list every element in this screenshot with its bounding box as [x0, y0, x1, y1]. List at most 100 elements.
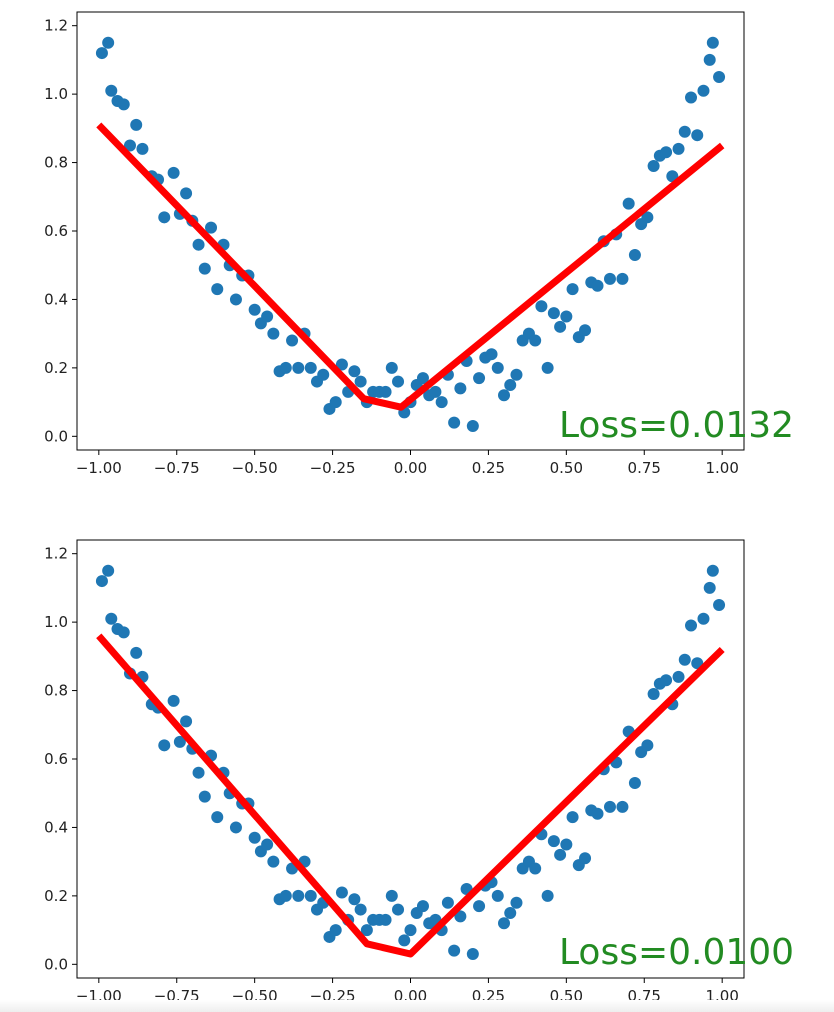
data-point: [348, 893, 361, 906]
x-tick-label: 0.00: [394, 459, 427, 477]
axes-frame: [76, 11, 745, 451]
data-point: [130, 646, 143, 659]
data-point: [304, 361, 317, 374]
data-point: [404, 924, 417, 937]
data-point: [466, 948, 479, 961]
data-point: [173, 735, 186, 748]
data-point: [579, 324, 592, 337]
data-point: [192, 238, 205, 251]
fit-line: [96, 122, 725, 411]
data-point: [566, 283, 579, 296]
data-point: [429, 385, 442, 398]
y-tick-label: 0.8: [44, 682, 68, 700]
data-point: [473, 900, 486, 913]
y-tick-label: 0.2: [44, 359, 68, 377]
data-point: [504, 906, 517, 919]
data-point: [229, 821, 242, 834]
y-tick-label: 0.8: [44, 154, 68, 172]
data-point: [616, 800, 629, 813]
data-point: [685, 91, 698, 104]
x-tick-label: 1.00: [705, 459, 738, 477]
data-point: [672, 670, 685, 683]
x-tick-label: −0.50: [232, 459, 278, 477]
data-point: [641, 739, 654, 752]
data-point: [678, 653, 691, 666]
data-point: [211, 811, 224, 824]
data-point: [554, 848, 567, 861]
data-point: [685, 619, 698, 632]
data-point: [392, 375, 405, 388]
data-point: [547, 835, 560, 848]
x-tick-label: 0.50: [550, 459, 583, 477]
data-point: [713, 599, 726, 612]
data-point: [379, 385, 392, 398]
data-point: [267, 855, 280, 868]
data-point: [105, 612, 118, 625]
data-point: [706, 36, 719, 49]
data-point: [647, 159, 660, 172]
data-point: [448, 416, 461, 429]
data-point: [616, 272, 629, 285]
data-point: [435, 396, 448, 409]
data-point: [697, 612, 710, 625]
bottom-plot: −1.00 −0.75 −0.50 −0.25 0.00 0.25 0.50 0.75 1.00…: [44, 539, 794, 1005]
data-point: [697, 84, 710, 97]
x-tick-label: −0.25: [310, 459, 356, 477]
x-tick-label: 0.75: [628, 459, 661, 477]
x-tick-label: 0.25: [472, 459, 505, 477]
data-point: [541, 361, 554, 374]
data-point: [123, 139, 136, 152]
data-point: [304, 889, 317, 902]
data-point: [248, 831, 261, 844]
data-point: [158, 739, 171, 752]
data-point: [211, 283, 224, 296]
data-point: [535, 300, 548, 313]
x-tick-label: −1.00: [76, 459, 122, 477]
data-point: [498, 917, 511, 930]
data-point: [691, 129, 704, 142]
data-point: [248, 303, 261, 316]
data-point: [205, 221, 218, 234]
data-point: [279, 361, 292, 374]
data-point: [603, 272, 616, 285]
data-point: [130, 118, 143, 131]
y-tick-label: 0.6: [44, 222, 68, 240]
y-tick-label: 0.6: [44, 750, 68, 768]
data-point: [454, 382, 467, 395]
data-point: [628, 776, 641, 789]
data-point: [167, 166, 180, 179]
data-point: [329, 924, 342, 937]
data-point: [473, 372, 486, 385]
data-point: [198, 790, 211, 803]
data-point: [622, 197, 635, 210]
loss-annotation: Loss=0.0132: [559, 405, 794, 446]
data-point: [102, 36, 115, 49]
data-point: [504, 378, 517, 391]
data-point: [292, 361, 305, 374]
y-tick-label: 0.0: [44, 427, 68, 445]
data-point: [713, 71, 726, 84]
data-point: [448, 944, 461, 957]
data-point: [117, 98, 130, 111]
data-point: [136, 142, 149, 155]
data-point: [485, 348, 498, 361]
data-point: [703, 53, 716, 66]
data-point: [95, 575, 108, 588]
data-point: [672, 142, 685, 155]
data-point: [329, 396, 342, 409]
data-point: [167, 694, 180, 707]
y-tick-label: 1.2: [44, 17, 68, 35]
y-tick-label: 0.4: [44, 818, 68, 836]
data-point: [441, 896, 454, 909]
data-point: [454, 910, 467, 923]
data-point: [385, 361, 398, 374]
data-point: [335, 358, 348, 371]
data-point: [335, 886, 348, 899]
data-point: [398, 934, 411, 947]
data-point: [579, 852, 592, 865]
data-point: [498, 389, 511, 402]
data-point: [354, 903, 367, 916]
data-point: [354, 375, 367, 388]
data-point: [392, 903, 405, 916]
